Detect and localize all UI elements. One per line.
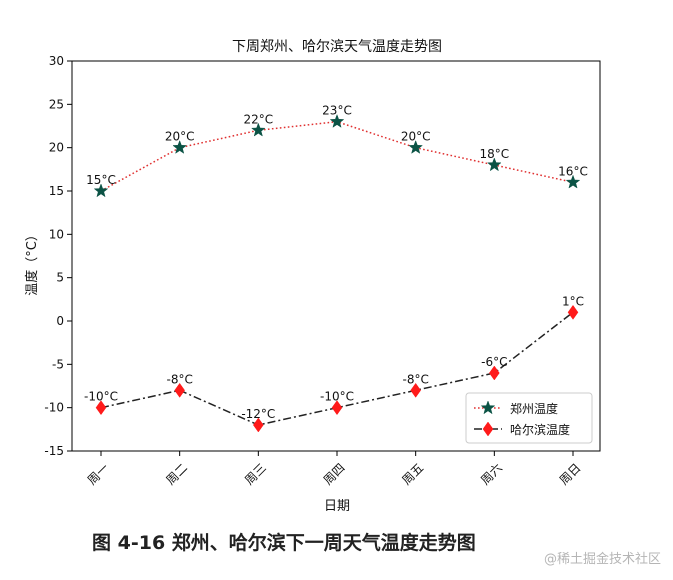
y-tick-label: 0 (56, 314, 64, 328)
legend-entry: 郑州温度 (474, 400, 558, 416)
data-label: 20°C (165, 130, 195, 144)
data-point (410, 382, 421, 398)
y-axis: -15 -10 -5 0 5 10 15 20 25 30 (44, 54, 72, 458)
chart-title: 下周郑州、哈尔滨天气温度走势图 (232, 39, 442, 55)
y-tick-label: -5 (52, 357, 64, 371)
data-point (251, 122, 266, 137)
y-tick-label: 25 (49, 97, 64, 111)
data-label: 15°C (86, 173, 116, 187)
figure-caption: 图 4-16 郑州、哈尔滨下一周天气温度走势图 (92, 532, 476, 554)
plot-frame (71, 60, 601, 452)
data-label: 18°C (480, 147, 510, 161)
y-tick-label: -10 (44, 401, 64, 415)
series-layer: 15°C 20°C 22°C 23°C 20°C 18°C 16°C -10°C -8°C -12… (84, 104, 588, 433)
line-chart: 下周郑州、哈尔滨天气温度走势图 -15-10-5051015202530 周一周… (24, 39, 601, 514)
legend-entry: 哈尔滨温度 (474, 421, 570, 437)
data-point (253, 417, 264, 433)
x-tick-label: 周日 (557, 461, 584, 488)
legend-marker (482, 421, 494, 437)
data-point (172, 139, 187, 154)
legend-marker (480, 400, 496, 415)
data-point (174, 382, 185, 398)
data-point (565, 174, 581, 189)
x-tick-label: 周二 (163, 461, 190, 488)
data-label: 22°C (244, 112, 274, 126)
x-axis: 周一 周二 周三 周四 周五 周六 周日 (85, 451, 584, 488)
data-point (489, 365, 500, 381)
legend-label: 郑州温度 (510, 401, 558, 416)
data-label: -8°C (402, 372, 428, 386)
legend-box (465, 392, 593, 444)
y-axis-label: 温度（°C） (24, 228, 40, 296)
data-point (329, 113, 345, 128)
x-tick-label: 周三 (242, 461, 269, 488)
y-tick-label: 20 (49, 141, 64, 155)
data-label: -8°C (166, 372, 192, 386)
data-label: -10°C (320, 390, 354, 404)
data-point (95, 400, 107, 416)
data-label: -10°C (84, 390, 118, 404)
data-label: 20°C (401, 130, 431, 144)
data-label: -6°C (481, 355, 507, 369)
data-label: 16°C (558, 164, 588, 178)
x-axis-label: 日期 (324, 499, 350, 514)
data-point (487, 157, 502, 172)
series-0: 15°C 20°C 22°C 23°C 20°C 18°C 16°C (86, 104, 588, 198)
data-label: -12°C (241, 407, 275, 421)
x-tick-label: 周六 (478, 461, 505, 488)
x-tick-label: 周四 (321, 461, 348, 488)
y-tick-label: -15 (44, 444, 64, 458)
series-1: -10°C -8°C -12°C -10°C -8°C -6°C 1°C (84, 294, 584, 433)
y-tick-label: 30 (49, 54, 64, 68)
y-tick-label: 10 (49, 227, 64, 241)
data-point (567, 304, 579, 320)
data-label: 23°C (322, 104, 352, 118)
y-tick-label: 5 (56, 271, 64, 285)
data-point (93, 183, 109, 198)
data-point (408, 139, 423, 154)
x-tick-label: 周五 (399, 461, 426, 488)
x-tick-label: 周一 (85, 461, 112, 488)
data-label: 1°C (562, 294, 584, 308)
watermark: @稀土掘金技术社区 (543, 552, 661, 567)
data-point (331, 400, 343, 416)
legend-label: 哈尔滨温度 (510, 422, 570, 437)
y-tick-label: 15 (49, 184, 64, 198)
